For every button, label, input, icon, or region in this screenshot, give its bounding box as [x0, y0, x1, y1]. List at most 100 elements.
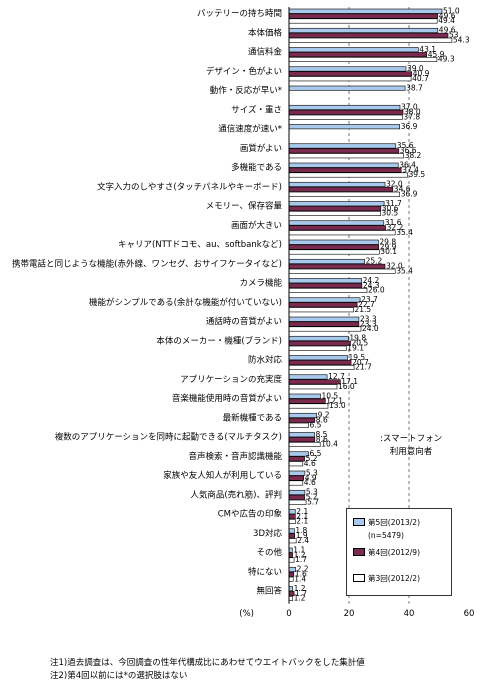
- data-label: 31.6: [385, 218, 402, 227]
- category-label: 本体価格: [248, 27, 283, 38]
- data-label: 43.1: [419, 45, 436, 54]
- x-tick-label: 0: [286, 609, 291, 619]
- bar-series-3: [288, 326, 362, 332]
- data-label: 34.6: [394, 185, 411, 194]
- bar-series-3: [288, 595, 293, 601]
- legend-item-s2: 第4回(2012/9): [353, 547, 420, 558]
- data-label: 35.4: [396, 228, 413, 237]
- data-label: 32.0: [386, 262, 403, 271]
- bars: [288, 8, 453, 601]
- legend-label-s2: 第4回(2012/9): [368, 548, 421, 557]
- bar-series-3: [288, 249, 380, 255]
- bar-series-2: [288, 533, 295, 539]
- data-label: 36.9: [401, 189, 418, 198]
- bar-series-2: [288, 206, 382, 212]
- bar-series-2: [288, 52, 427, 58]
- category-label: 画面が大きい: [231, 220, 282, 231]
- category-label: アプリケーションの充実度: [180, 374, 282, 385]
- bar-series-2: [288, 398, 326, 404]
- category-label: 携帯電話と同じような機能(赤外線、ワンセグ、おサイフケータイなど): [12, 258, 282, 269]
- data-label: 30.5: [382, 209, 399, 218]
- bar-series-3: [288, 422, 309, 428]
- bar-series-2: [288, 437, 316, 443]
- bar-series-3: [288, 403, 329, 409]
- category-label: 特にない: [248, 566, 282, 577]
- bar-series-1: [288, 374, 328, 380]
- bar-series-1: [288, 412, 317, 418]
- legend-swatch-s3: [353, 574, 365, 582]
- bar-series-3: [288, 480, 304, 486]
- x-tick-label: 40: [404, 609, 415, 619]
- x-axis-unit-label: (%): [239, 609, 254, 619]
- data-label: 1.6: [295, 570, 307, 579]
- data-label: 30.6: [382, 204, 399, 213]
- data-label: 1.2: [294, 594, 306, 603]
- bar-series-2: [288, 109, 404, 115]
- segment-note-line2: 利用意向者: [389, 447, 433, 457]
- data-label: 24.3: [363, 281, 380, 290]
- bar-series-3: [288, 364, 355, 370]
- data-label: 4.6: [304, 478, 316, 487]
- legend-item-s3: 第3回(2012/2): [353, 573, 420, 584]
- bar-series-3: [288, 191, 400, 197]
- category-label: サイズ・重さ: [231, 104, 282, 115]
- bar-series-2: [288, 225, 386, 231]
- data-label: 9.2: [318, 411, 330, 420]
- data-label: 39.5: [409, 170, 426, 179]
- bar-series-2: [288, 167, 402, 173]
- data-label: 40.7: [412, 74, 429, 83]
- data-label: 1.4: [294, 574, 306, 583]
- data-label: 16.0: [338, 382, 355, 391]
- bar-series-2: [288, 360, 352, 366]
- legend-label-s1: 第5回(2013/2): [368, 518, 421, 527]
- data-label: 23.3: [360, 314, 377, 323]
- bar-series-2: [288, 340, 351, 346]
- category-label: 音楽機能使用時の音質がよい: [172, 393, 282, 404]
- data-label: 19.5: [349, 353, 366, 362]
- data-label: 2.4: [297, 536, 309, 545]
- data-label: 2.1: [296, 517, 308, 526]
- category-label: その他: [256, 547, 282, 558]
- data-label: 1.1: [293, 545, 305, 554]
- data-label: 2.2: [297, 565, 309, 574]
- data-label: 35.4: [396, 266, 413, 275]
- data-label: 4.9: [305, 473, 317, 482]
- data-label: 51.0: [443, 6, 460, 15]
- data-label: 39.0: [407, 64, 424, 73]
- category-label: キャリア(NTTドコモ、au、softbankなど): [118, 240, 282, 250]
- data-label: 1.8: [295, 526, 307, 535]
- bar-series-2: [288, 32, 449, 38]
- data-label: 4.6: [304, 459, 316, 468]
- data-label: 8.6: [316, 416, 328, 425]
- data-label: 10.4: [321, 440, 338, 449]
- category-label: 本体のメーカー・機種(ブランド): [156, 335, 282, 346]
- footnote-1: 注1)過去調査は、今回調査の性年代構成比にあわせてウエイトバックをした集計値: [50, 658, 365, 668]
- data-label: 20.7: [352, 358, 369, 367]
- bar-series-3: [288, 268, 396, 274]
- data-label: 49.4: [438, 16, 455, 25]
- data-label: 12.7: [328, 372, 345, 381]
- category-label: 通信料金: [248, 47, 283, 58]
- data-label: 49.6: [439, 26, 456, 35]
- data-label: 5.7: [307, 497, 319, 506]
- data-label: 36.9: [401, 122, 418, 131]
- data-label: 8.6: [316, 435, 328, 444]
- data-label: 36.4: [399, 160, 416, 169]
- bar-series-3: [288, 172, 408, 178]
- bar-series-3: [288, 576, 294, 582]
- bar-series-1: [288, 297, 361, 303]
- data-label: 2.1: [296, 512, 308, 521]
- data-label: 36.6: [400, 146, 417, 155]
- category-label: CMや広告の印象: [218, 509, 283, 520]
- bar-series-3: [288, 153, 404, 159]
- data-label: 37.8: [403, 112, 420, 121]
- bar-series-2: [288, 514, 296, 520]
- data-label: 31.7: [385, 199, 402, 208]
- data-label: 22.7: [358, 300, 375, 309]
- bar-series-1: [288, 47, 419, 53]
- category-label: 音声検索・音声認識機能: [188, 451, 282, 462]
- bar-series-3: [288, 114, 403, 120]
- category-label: 複数のアプリケーションを同時に起動できる(マルチタスク): [55, 432, 282, 443]
- bar-series-3: [288, 56, 438, 62]
